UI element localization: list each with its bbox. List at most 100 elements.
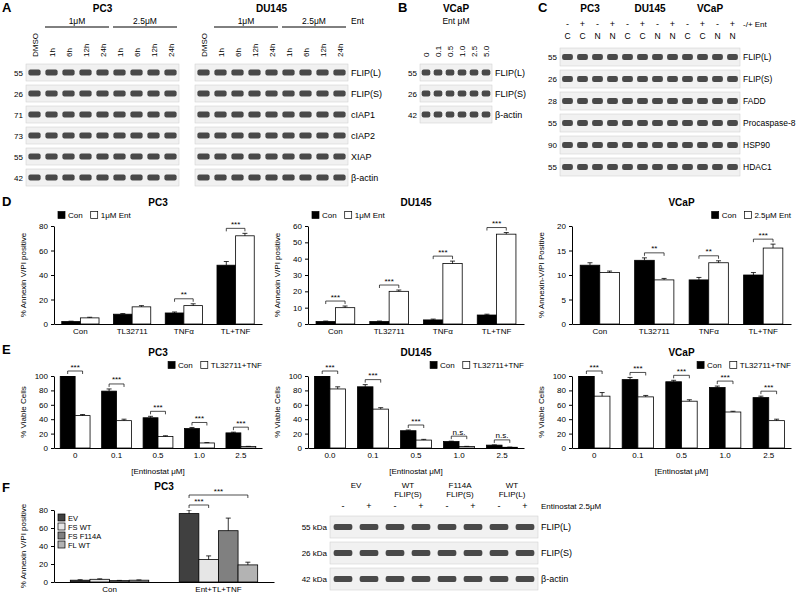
error-bar bbox=[320, 376, 325, 377]
blot-strip bbox=[560, 158, 740, 176]
band bbox=[637, 54, 648, 60]
tick-label: TL32711 bbox=[117, 327, 149, 336]
tick-mark bbox=[51, 324, 54, 325]
tick-label: 2.5 bbox=[496, 451, 508, 460]
panel-labels: ABCDEF bbox=[2, 0, 548, 495]
tick-mark bbox=[305, 419, 308, 420]
tick-mark bbox=[305, 226, 308, 227]
tick-mark bbox=[51, 251, 54, 252]
blot-strip bbox=[330, 542, 538, 564]
band bbox=[637, 142, 648, 148]
band bbox=[712, 54, 723, 60]
error-bar bbox=[421, 439, 426, 441]
band bbox=[422, 70, 431, 76]
treatment-sign: - bbox=[446, 501, 449, 511]
mw-label: 55 bbox=[548, 53, 557, 62]
band bbox=[577, 164, 588, 170]
y-tick: 0 bbox=[562, 444, 572, 453]
band bbox=[652, 54, 663, 60]
lane-label: 2.5 bbox=[470, 45, 479, 57]
band bbox=[482, 70, 491, 76]
sig-label: *** bbox=[231, 220, 240, 229]
y-tick: 100 bbox=[553, 372, 572, 381]
sig-label: *** bbox=[325, 363, 334, 372]
blot-strip bbox=[195, 106, 348, 123]
error-bar bbox=[696, 277, 701, 279]
band bbox=[682, 120, 693, 126]
band bbox=[113, 175, 125, 181]
panel-letter: D bbox=[2, 194, 11, 209]
band bbox=[577, 120, 588, 126]
y-axis: 0102030405060 bbox=[293, 222, 308, 329]
bar bbox=[594, 396, 610, 448]
band bbox=[197, 133, 209, 139]
row-label: FLIP(L) bbox=[541, 522, 571, 532]
band bbox=[592, 54, 603, 60]
band bbox=[79, 154, 91, 160]
treatment-label: Ent bbox=[351, 16, 364, 26]
bar bbox=[370, 322, 389, 324]
band bbox=[667, 54, 678, 60]
tick-mark bbox=[305, 308, 308, 309]
band bbox=[592, 98, 603, 104]
mw-label: 42 bbox=[408, 111, 417, 120]
x-tick: TL+TNF bbox=[221, 324, 251, 336]
tick-label: 0.5 bbox=[676, 451, 688, 460]
error-bar bbox=[758, 396, 763, 397]
band bbox=[712, 164, 723, 170]
error-bar bbox=[242, 233, 247, 235]
tick-label: 0 bbox=[592, 451, 597, 460]
y-tick: 60 bbox=[293, 401, 308, 410]
blot-strip bbox=[560, 92, 740, 110]
bar bbox=[60, 376, 75, 448]
y-tick: 40 bbox=[557, 415, 572, 424]
y-tick: 0 bbox=[562, 320, 572, 329]
legend-label: 1μM Ent bbox=[101, 211, 132, 220]
error-bar bbox=[600, 393, 605, 397]
tick-mark bbox=[305, 291, 308, 292]
band bbox=[28, 112, 40, 118]
band bbox=[438, 524, 457, 530]
band bbox=[62, 112, 74, 118]
bar bbox=[335, 308, 354, 324]
bar bbox=[579, 376, 595, 448]
treatment-sign: + bbox=[610, 19, 615, 29]
bar bbox=[444, 442, 459, 448]
x-axis-title: [Entinostat μM] bbox=[389, 467, 443, 476]
band bbox=[79, 175, 91, 181]
band bbox=[214, 133, 226, 139]
band bbox=[299, 154, 311, 160]
bars bbox=[70, 510, 257, 582]
band bbox=[164, 91, 176, 97]
treatment-sign: - bbox=[656, 19, 659, 29]
band bbox=[577, 76, 588, 82]
tick-label: 40 bbox=[293, 415, 302, 424]
error-bar bbox=[191, 304, 196, 306]
x-tick: Ent+TL+TNF bbox=[195, 582, 241, 594]
band bbox=[231, 112, 243, 118]
lane-label: 6h bbox=[65, 48, 74, 57]
blot-c: PC3-+-+CCNNDU145-+-+CCNNVCaP-+-+CCNN-/+ … bbox=[548, 3, 796, 176]
band bbox=[470, 91, 479, 97]
band bbox=[113, 91, 125, 97]
blot-strip bbox=[26, 85, 179, 102]
bars bbox=[60, 376, 256, 448]
figure: ABCDEFPC31μM2.5μMDMSO1h6h12h24h1h6h12h24… bbox=[0, 0, 799, 599]
error-bar bbox=[643, 395, 648, 396]
bar bbox=[62, 322, 81, 324]
bar bbox=[744, 275, 764, 324]
band bbox=[248, 175, 260, 181]
legend-item: Con bbox=[697, 361, 722, 370]
treatment-sign: + bbox=[418, 501, 423, 511]
band bbox=[333, 70, 345, 76]
band bbox=[248, 112, 260, 118]
error-bar bbox=[504, 233, 509, 235]
group-label: FLIP(S) bbox=[394, 490, 422, 499]
fraction-label: C bbox=[564, 31, 570, 41]
tick-label: 20 bbox=[39, 560, 48, 569]
axis-line bbox=[54, 511, 55, 583]
lane-label: 1h bbox=[48, 48, 57, 57]
band bbox=[214, 70, 226, 76]
legend-item: TL32711+TNF bbox=[730, 361, 791, 370]
x-tick: 0 bbox=[73, 448, 78, 460]
